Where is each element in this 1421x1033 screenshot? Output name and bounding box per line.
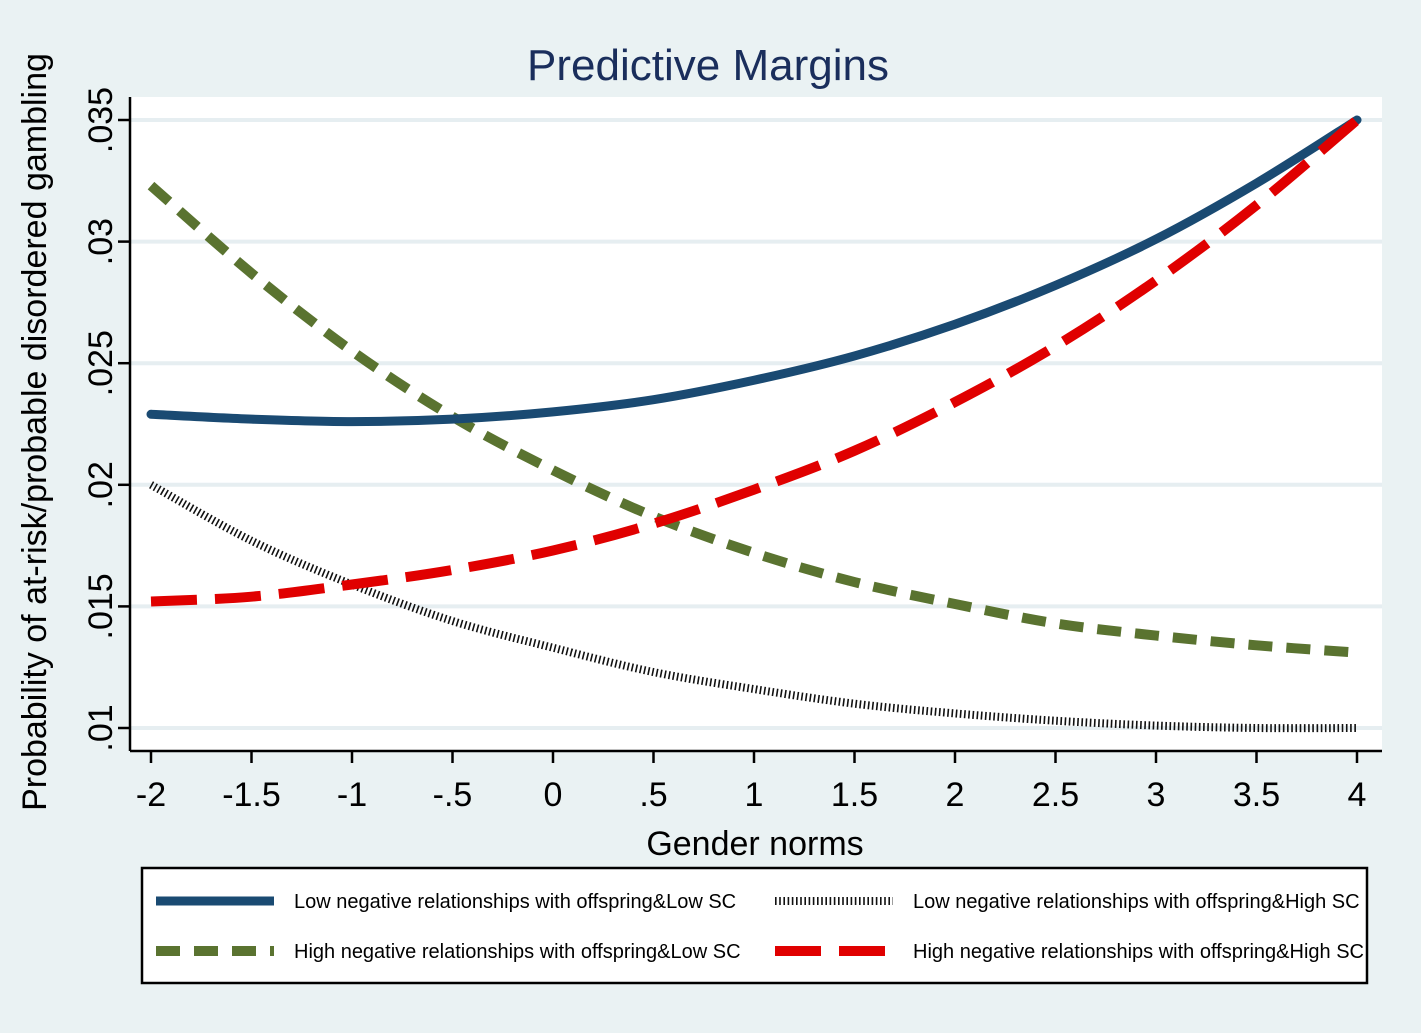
x-tick-label: 3 [1147,776,1166,814]
series-lines [146,115,1362,733]
x-tick-label: 2.5 [1032,776,1079,814]
x-tick-label: -.5 [433,776,473,814]
x-tick-label: 4 [1348,776,1367,814]
x-tick-label: 2 [946,776,965,814]
x-tick-label: -1 [337,776,367,814]
y-tick-label: .025 [82,330,120,396]
legend-label-4: High negative relationships with offspri… [913,941,1364,963]
series-line-3 [147,181,1358,658]
chart-title: Predictive Margins [527,41,889,90]
y-axis-title: Probability of at-risk/probable disorder… [16,53,54,811]
x-axis-title: Gender norms [646,825,863,863]
legend-label-3: High negative relationships with offspri… [294,941,741,963]
legend-label-1: Low negative relationships with offsprin… [294,891,736,913]
y-tick-label: .01 [82,704,120,751]
x-tick-label: -1.5 [222,776,281,814]
legend-label-2: Low negative relationships with offsprin… [913,891,1360,913]
y-tick-label: .03 [82,218,120,265]
axes [128,97,1382,753]
y-tick-label: .02 [82,461,120,508]
x-tick-label: 1.5 [831,776,878,814]
x-tick-label: 0 [544,776,563,814]
x-tick-label: 3.5 [1233,776,1280,814]
legend-box [140,866,1369,985]
ticks: .01 .015 .02 .025 .03 .035 -2 -1.5 -1 -.5 0 .5 1 1.5 2… [82,87,1366,814]
legend: Low negative relationships with offsprin… [156,891,1364,963]
x-tick-label: .5 [639,776,667,814]
x-tick-label: -2 [136,776,166,814]
series-line-1 [146,115,1362,427]
series-line-4 [150,116,1361,607]
y-tick-label: .035 [82,87,120,153]
y-tick-label: .015 [82,573,120,639]
x-tick-label: 1 [745,776,764,814]
